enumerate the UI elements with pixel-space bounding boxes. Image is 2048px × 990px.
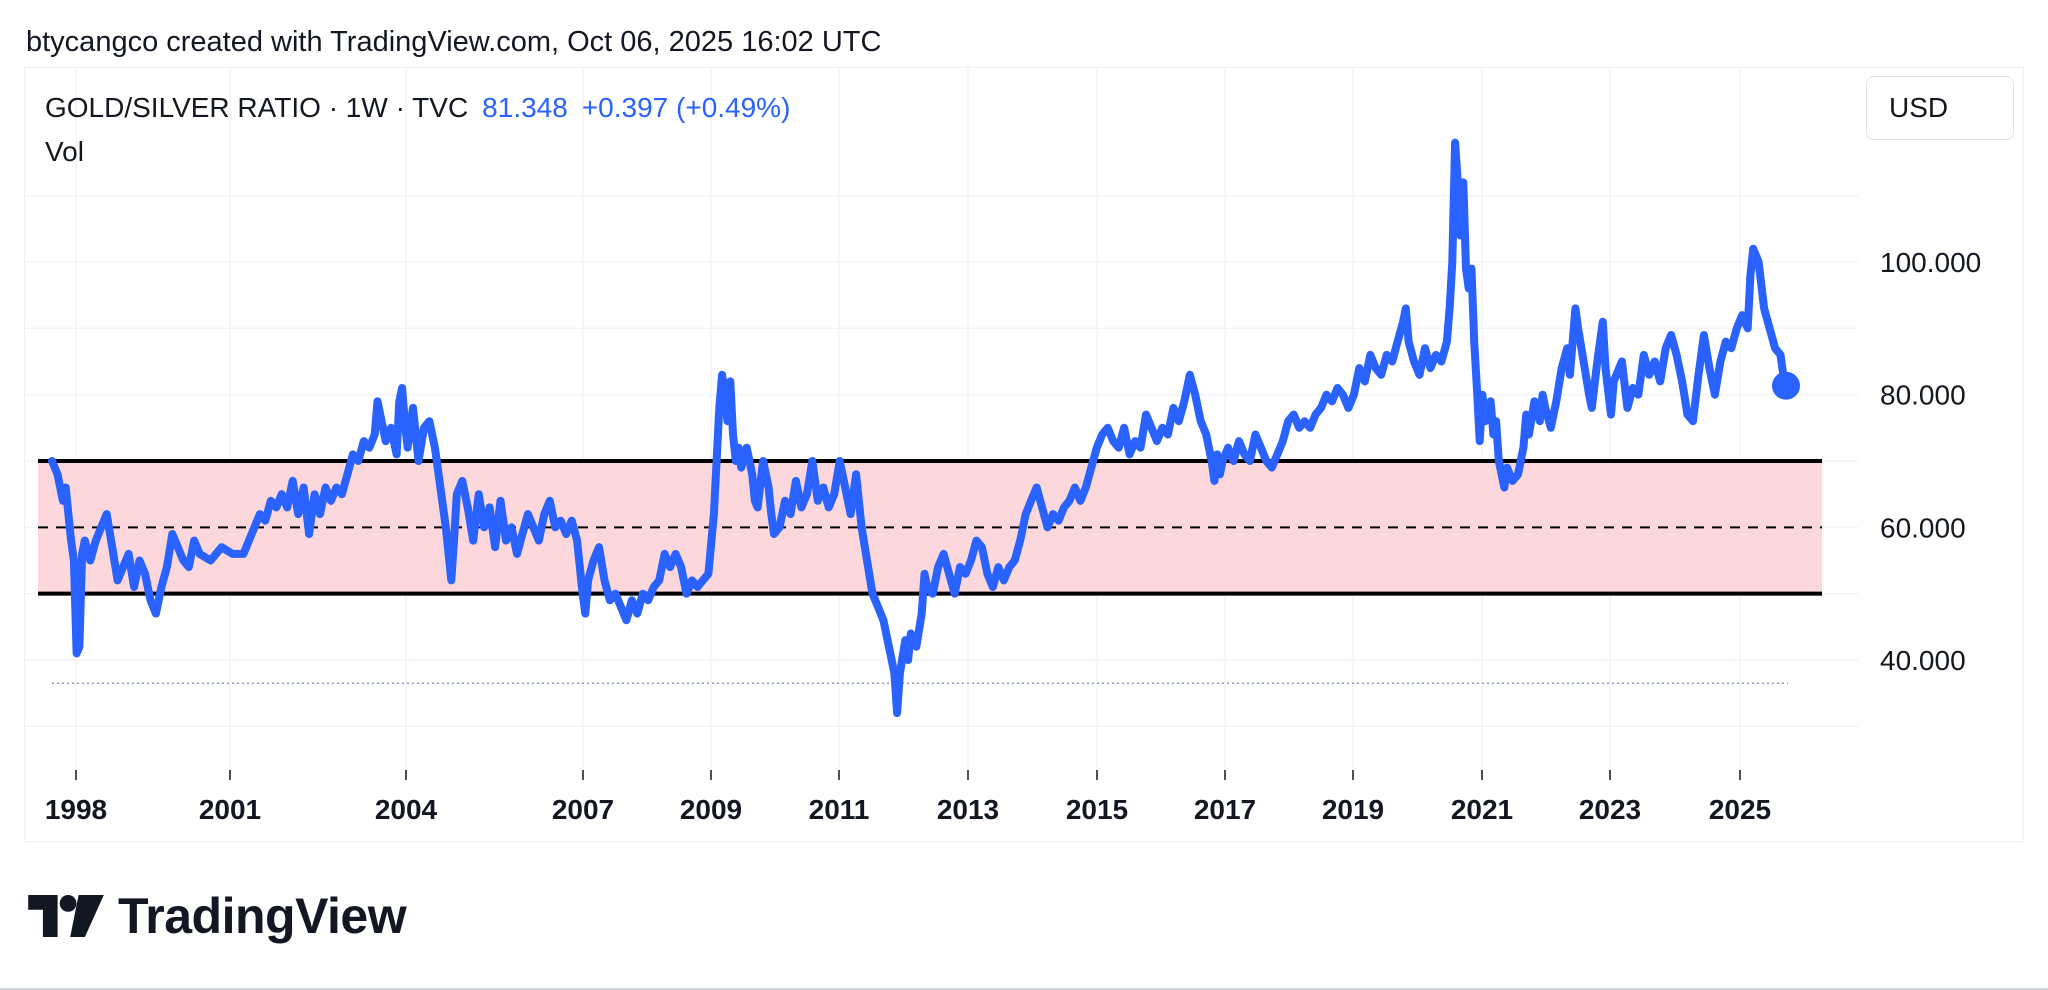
chart-legend: GOLD/SILVER RATIO · 1W · TVC 81.348 +0.397…: [45, 92, 790, 124]
symbol-label: GOLD/SILVER RATIO · 1W · TVC: [45, 92, 469, 123]
bottom-divider: [0, 988, 2048, 990]
attribution-text: btycangco created with TradingView.com, …: [26, 26, 882, 58]
series-line: [48, 138, 1800, 718]
last-point-marker: [1772, 371, 1800, 400]
x-tick-label: 2019: [1322, 794, 1384, 825]
x-tick-label: 2025: [1709, 794, 1771, 825]
price-change: +0.397 (+0.49%): [581, 92, 791, 123]
volume-label: Vol: [45, 136, 84, 167]
chart-frame[interactable]: [24, 67, 2024, 842]
tradingview-logo[interactable]: TradingView: [28, 888, 407, 944]
brand-name: TradingView: [118, 888, 407, 944]
grid-lines: [24, 67, 1858, 770]
currency-button[interactable]: USD: [1866, 76, 2014, 140]
y-tick-label: 40.000: [1880, 645, 1966, 676]
x-axis: 1998 2001 2004 2007 2009 2011 2013 2015 2017 2019…: [45, 770, 1771, 825]
x-tick-label: 2013: [937, 794, 999, 825]
last-value: 81.348: [482, 92, 568, 123]
y-tick-label: 100.000: [1880, 247, 1981, 278]
x-tick-label: 2009: [680, 794, 742, 825]
x-tick-label: 2007: [552, 794, 614, 825]
x-tick-label: 2011: [809, 794, 870, 825]
y-tick-label: 60.000: [1880, 512, 1966, 543]
series-path: [48, 138, 1790, 718]
x-tick-label: 2001: [199, 794, 261, 825]
x-tick-label: 1998: [45, 794, 107, 825]
y-tick-label: 80.000: [1880, 380, 1966, 411]
x-tick-label: 2004: [375, 794, 438, 825]
x-tick-label: 2017: [1194, 794, 1256, 825]
x-tick-label: 2021: [1451, 794, 1513, 825]
y-axis: 100.000 80.000 60.000 40.000: [1880, 247, 1981, 676]
x-tick-label: 2015: [1066, 794, 1128, 825]
tv-logo-icon: [28, 895, 104, 937]
x-tick-label: 2023: [1579, 794, 1641, 825]
